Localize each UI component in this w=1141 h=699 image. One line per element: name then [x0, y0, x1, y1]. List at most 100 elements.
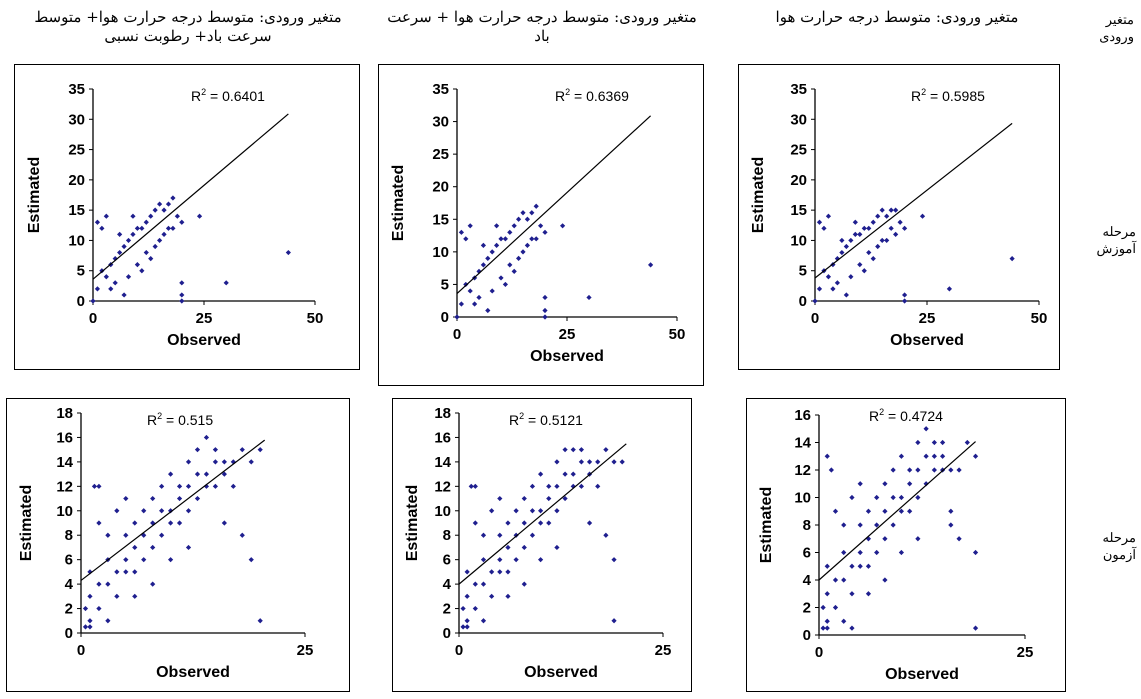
data-point — [931, 467, 937, 473]
data-point — [849, 563, 855, 569]
y-tick-label: 0 — [65, 625, 73, 642]
data-point — [841, 549, 847, 556]
data-point — [458, 229, 464, 235]
data-point — [123, 557, 129, 563]
data-point — [852, 231, 858, 237]
data-point — [570, 447, 576, 453]
data-point — [931, 439, 937, 446]
data-point — [516, 216, 522, 222]
trend-line — [818, 441, 976, 581]
x-axis-label: Observed — [885, 666, 959, 683]
data-point — [940, 439, 946, 446]
column-header-1: متغیر ورودی: متوسط درجه حرارت هوا+ متوسط… — [34, 8, 342, 45]
data-point — [562, 471, 568, 477]
data-point — [464, 593, 470, 599]
x-tick-label: 50 — [669, 326, 686, 343]
column-header-3: متغیر ورودی: متوسط درجه حرارت هوا — [775, 8, 1019, 26]
data-point — [489, 569, 495, 575]
y-axis-label: Estimated — [390, 165, 407, 241]
data-point — [560, 223, 566, 229]
y-tick-label: 12 — [56, 478, 73, 495]
trend-line — [456, 115, 652, 294]
data-point — [174, 213, 180, 219]
data-point — [150, 495, 156, 502]
data-point — [884, 213, 890, 219]
data-point — [141, 557, 147, 563]
y-tick-label: 4 — [65, 576, 74, 593]
data-point — [948, 467, 954, 473]
data-point — [82, 624, 89, 630]
data-point — [130, 213, 136, 219]
data-point — [940, 453, 946, 459]
data-point — [879, 237, 885, 244]
data-point — [825, 213, 832, 219]
data-point — [529, 210, 535, 216]
y-tick-label: 6 — [803, 545, 811, 562]
data-point — [460, 605, 466, 612]
data-point — [212, 459, 218, 465]
data-point — [150, 581, 156, 587]
data-point — [520, 210, 526, 216]
data-point — [546, 520, 552, 526]
y-tick-label: 15 — [432, 211, 449, 228]
data-point — [212, 483, 218, 489]
data-point — [480, 262, 486, 268]
data-point — [467, 223, 473, 229]
y-tick-label: 20 — [790, 172, 807, 189]
data-point — [874, 549, 880, 556]
x-axis-label: Observed — [890, 332, 964, 349]
data-point — [480, 532, 487, 538]
data-point — [839, 237, 845, 244]
data-point — [849, 494, 855, 501]
data-point — [915, 439, 921, 446]
data-point — [832, 577, 839, 583]
data-point — [105, 532, 111, 538]
data-point — [849, 591, 855, 597]
y-tick-label: 25 — [68, 142, 85, 159]
data-point — [132, 593, 138, 599]
data-point — [542, 314, 548, 320]
y-tick-label: 2 — [443, 601, 451, 618]
data-point — [498, 236, 504, 242]
y-tick-label: 25 — [790, 142, 807, 159]
data-point — [538, 223, 544, 229]
data-point — [870, 219, 876, 225]
data-point — [185, 483, 192, 489]
data-point — [923, 453, 929, 459]
data-point — [497, 495, 503, 502]
data-point — [121, 292, 127, 298]
chart-svg-test-col2: 0 2 4 6 8 10 12 14 16 18 0 25 Observed Estimated R2 = … — [404, 405, 671, 681]
data-point — [489, 249, 495, 255]
data-point — [485, 307, 491, 314]
y-tick-label: 2 — [803, 600, 811, 617]
y-tick-label: 30 — [432, 114, 449, 131]
data-point — [882, 508, 888, 514]
data-point — [915, 536, 921, 542]
data-point — [458, 301, 464, 307]
data-point — [497, 557, 503, 563]
x-tick-label: 25 — [297, 642, 314, 659]
data-point — [123, 495, 129, 502]
data-point — [848, 237, 854, 244]
x-tick-label: 25 — [559, 326, 576, 343]
data-point — [915, 494, 921, 501]
data-point — [121, 243, 127, 250]
data-point — [472, 581, 478, 587]
data-point — [239, 532, 245, 538]
data-point — [221, 520, 227, 526]
chart-svg-train-col3: 0 5 10 15 20 25 30 35 0 25 50 Observed Estimated R2 =… — [750, 81, 1047, 349]
data-point — [150, 544, 156, 551]
data-point — [562, 447, 568, 453]
data-point — [520, 249, 526, 255]
y-tick-label: 6 — [65, 552, 73, 569]
y-tick-label: 8 — [803, 517, 811, 534]
data-point — [141, 532, 147, 538]
y-tick-label: 4 — [803, 572, 812, 589]
data-point — [148, 213, 154, 219]
y-axis-label: Estimated — [404, 485, 421, 561]
y-tick-label: 10 — [434, 503, 451, 520]
data-point — [203, 434, 210, 441]
data-point — [972, 549, 979, 556]
y-tick-label: 10 — [68, 232, 85, 249]
data-point — [948, 522, 954, 528]
